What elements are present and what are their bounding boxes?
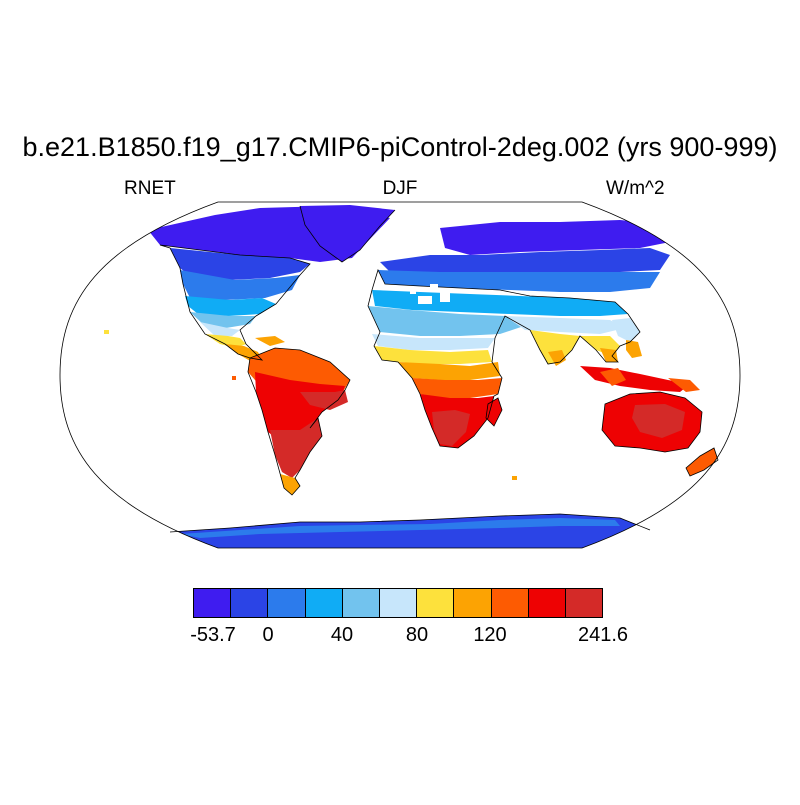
coastlines — [159, 205, 719, 533]
plot-title: b.e21.B1850.f19_g17.CMIP6-piControl-2deg… — [22, 132, 778, 162]
colorbar-box — [528, 589, 566, 617]
borneo — [600, 368, 626, 386]
greenland — [300, 205, 395, 262]
south-asia-band — [505, 316, 625, 334]
caribbean — [255, 336, 285, 346]
colorbar-box — [305, 589, 343, 617]
india-south — [548, 350, 566, 366]
sahara — [368, 306, 530, 336]
colorbar-label: -53.7 — [190, 624, 236, 646]
colorbar-box — [417, 589, 455, 617]
new-zealand — [686, 448, 718, 476]
colorbar-box — [342, 589, 380, 617]
north-america-mid — [170, 248, 310, 280]
colorbar-box — [454, 589, 492, 617]
colorbar-box — [231, 589, 269, 617]
colorbar-box — [565, 589, 603, 617]
colorbar-label: 120 — [473, 624, 507, 646]
sahel — [372, 334, 495, 350]
colorbar-label: 241.6 — [577, 624, 629, 646]
colorbar-label: 40 — [330, 624, 354, 646]
south-america-east — [300, 390, 348, 410]
colorbar — [193, 588, 603, 618]
hawaii-island — [104, 330, 109, 334]
season-label: DJF — [382, 178, 418, 199]
eurasia-north-2 — [380, 248, 670, 272]
island-south-indian — [512, 476, 517, 480]
africa-central-north — [398, 362, 500, 380]
india — [530, 330, 580, 364]
colorbar-label: 80 — [405, 624, 429, 646]
colorbar-box — [491, 589, 529, 617]
colorbar-labels: -53.7 0 40 80 120 241.6 — [0, 624, 800, 654]
eurasia-mid — [378, 270, 660, 292]
australia-core — [632, 404, 685, 438]
galapagos-island — [232, 376, 236, 380]
mediterranean-asia — [372, 290, 628, 316]
map-boundary — [59, 201, 741, 549]
philippines — [626, 340, 642, 358]
africa-west — [374, 346, 492, 364]
new-guinea — [668, 378, 700, 392]
north-america-south — [185, 296, 276, 316]
colorbar-box — [379, 589, 418, 617]
south-america-core — [255, 372, 345, 445]
eurasia-north — [440, 220, 680, 255]
colorbar-box — [268, 589, 306, 617]
madagascar — [486, 398, 502, 426]
colorbar-box — [194, 589, 232, 617]
mexico-south — [205, 334, 246, 348]
mexico — [200, 322, 240, 336]
south-america-south — [270, 418, 322, 478]
patagonia — [280, 474, 300, 495]
missing-patches — [410, 284, 450, 304]
east-asia-coast — [612, 318, 640, 342]
north-america-central — [180, 270, 300, 300]
units-label: W/m^2 — [606, 178, 665, 199]
colorbar-label: 0 — [262, 624, 274, 646]
variable-label: RNET — [124, 178, 176, 199]
africa-central — [412, 378, 502, 398]
africa-south-tip — [432, 410, 470, 446]
indochina — [600, 348, 618, 362]
antarctica-coast — [180, 518, 620, 538]
land-field — [148, 205, 718, 548]
